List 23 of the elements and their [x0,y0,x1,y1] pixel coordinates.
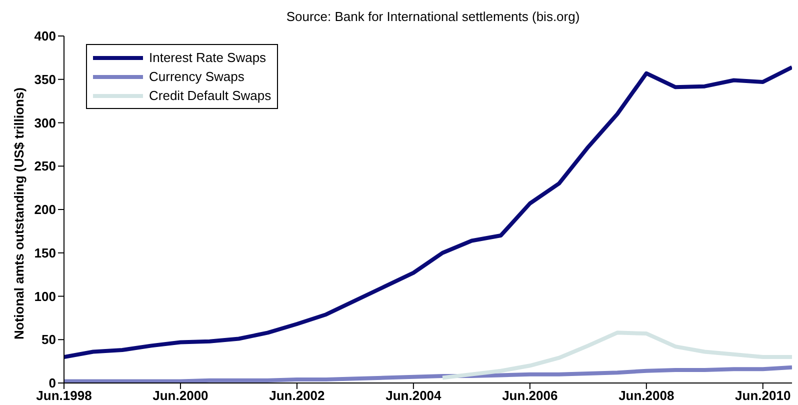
line-series [440,330,792,380]
y-tick-label: 150 [34,245,56,260]
y-tick-label: 50 [42,332,56,348]
y-tick-label: 250 [34,158,56,174]
y-tick-label: 0 [48,376,56,391]
y-tick-label: 300 [34,115,56,130]
y-tick-label: 400 [34,28,56,44]
x-tick-label: Jun.2008 [618,388,674,404]
x-tick-label: Jun.2006 [502,388,558,404]
y-axis-title: Notional amts outstanding (US$ trillions) [12,87,27,340]
line-series [64,65,792,359]
chart-title: Source: Bank for International settlements (bis.org) [285,8,581,26]
legend-label: Credit Default Swaps [149,88,272,103]
y-tick-label: 350 [34,72,56,87]
x-tick-label: Jun.2000 [152,388,208,404]
x-tick-label: Jun.2004 [386,388,442,404]
legend-label: Interest Rate Swaps [149,50,266,65]
y-tick-label: 100 [34,288,56,304]
x-tick-label: Jun.2010 [735,388,791,404]
legend-label: Currency Swaps [149,69,244,84]
x-tick-label: Jun.2002 [269,388,325,404]
y-tick-label: 200 [34,202,56,218]
x-tick-label: Jun.1998 [36,388,92,404]
